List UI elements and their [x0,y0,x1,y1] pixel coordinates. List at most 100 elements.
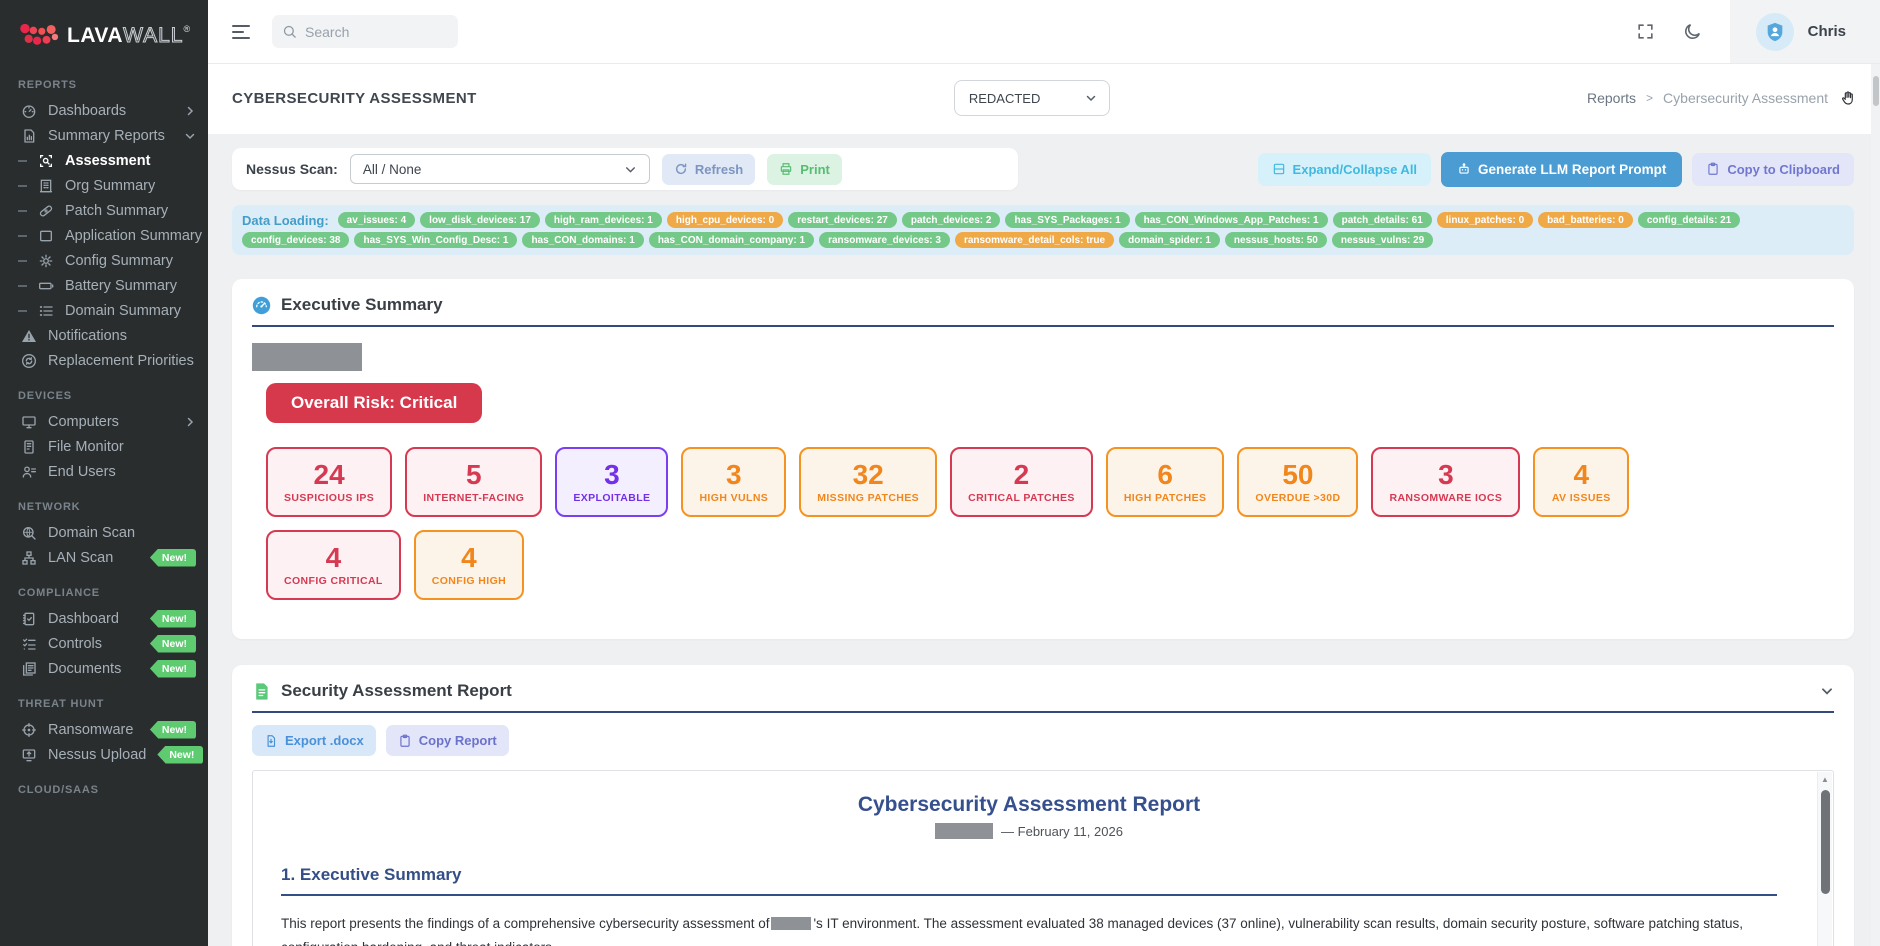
document-badge-icon [252,682,271,701]
sidebar-item-domain-scan[interactable]: Domain Scan [0,520,208,545]
sidebar-item-label: Documents [48,660,122,677]
stat-label: SUSPICIOUS IPS [284,491,375,504]
sidebar: LAVAWALL® REPORTS Dashboards Summary Rep… [0,0,208,946]
search-input[interactable] [305,23,448,40]
data-loading-badge: high_ram_devices: 1 [544,212,662,228]
stat-label: OVERDUE >30D [1255,491,1341,504]
document-scrollbar[interactable]: ▲ [1817,772,1832,946]
page-header: CYBERSECURITY ASSESSMENT REDACTED Report… [208,64,1880,134]
overall-risk-badge: Overall Risk: Critical [266,383,483,423]
section-title-devices: DEVICES [18,390,72,402]
sidebar-item-ransomware[interactable]: Ransomware New! [0,717,208,742]
lavawall-logo-icon [20,23,59,45]
network-nodes-icon [20,549,37,566]
dark-mode-moon-icon[interactable] [1683,22,1702,41]
sidebar-item-label: Patch Summary [65,202,169,219]
chevron-down-icon[interactable] [1820,684,1834,698]
sidebar-item-label: Battery Summary [65,277,177,294]
sidebar-item-label: File Monitor [48,438,124,455]
globe-search-icon [20,524,37,541]
stat-value: 24 [313,459,345,491]
nessus-scan-label: Nessus Scan: [246,161,338,177]
scroll-up-arrow[interactable]: ▲ [1821,775,1829,784]
brand-name: LAVAWALL® [67,24,191,48]
copy-report-button[interactable]: Copy Report [385,725,509,756]
stat-label: HIGH VULNS [699,491,769,504]
stat-value: 50 [1282,459,1314,491]
topbar-right: Chris [1636,0,1880,63]
sidebar-item-summary-reports[interactable]: Summary Reports [0,123,208,148]
section-divider [252,325,1834,327]
data-loading-badge: has_SYS_Packages: 1 [1005,212,1130,228]
export-docx-button[interactable]: Export .docx [252,725,376,756]
sidebar-item-label: LAN Scan [48,549,114,566]
print-button[interactable]: Print [767,153,842,185]
sidebar-item-battery-summary[interactable]: Battery Summary [0,273,208,298]
stat-value: 4 [461,542,477,574]
tree-dash [18,159,27,162]
section-title-cloud-saas: CLOUD/SAAS [18,784,99,796]
refresh-button[interactable]: Refresh [661,153,756,185]
nessus-scan-select[interactable]: All / None [349,154,650,184]
generate-llm-report-button[interactable]: Generate LLM Report Prompt [1441,151,1683,187]
file-monitor-icon [20,438,37,455]
data-loading-badge: config_details: 21 [1637,212,1741,228]
scan-search-icon [37,152,54,169]
chevron-down-icon [184,130,196,142]
breadcrumb: Reports > Cybersecurity Assessment [1587,90,1856,106]
report-paragraph: This report presents the findings of a c… [281,916,1744,946]
report-section-heading: 1. Executive Summary [281,865,462,884]
scrollbar-thumb[interactable] [1820,790,1830,894]
toolbar-actions: Expand/Collapse All Generate LLM Report … [1257,151,1854,187]
sidebar-item-lan-scan[interactable]: LAN Scan New! [0,545,208,570]
user-name: Chris [1807,23,1846,40]
sidebar-item-nessus-upload[interactable]: Nessus Upload New! [0,742,208,767]
chevron-down-icon [625,166,635,173]
executive-summary-card: Executive Summary Overall Risk: Critical… [232,279,1854,639]
sidebar-item-org-summary[interactable]: Org Summary [0,173,208,198]
expand-collapse-all-button[interactable]: Expand/Collapse All [1257,152,1432,186]
sidebar-item-domain-summary[interactable]: Domain Summary [0,298,208,323]
stat-value: 2 [1013,459,1030,491]
data-loading-label: Data Loading: [242,212,329,228]
sidebar-item-notifications[interactable]: Notifications [0,323,208,348]
sidebar-item-end-users[interactable]: End Users [0,459,208,484]
sidebar-item-assessment[interactable]: Assessment [0,148,208,173]
sidebar-item-dashboards[interactable]: Dashboards [0,98,208,123]
page-scrollbar-thumb[interactable] [1872,76,1879,106]
sidebar-item-label: Replacement Priorities [48,352,194,369]
brand-logo[interactable]: LAVAWALL® [0,0,208,62]
stat-label: CONFIG HIGH [431,574,507,587]
sidebar-item-application-summary[interactable]: Application Summary [0,223,208,248]
sidebar-item-patch-summary[interactable]: Patch Summary [0,198,208,223]
gauge-icon [20,102,37,119]
sidebar-item-label: Config Summary [65,252,173,269]
sidebar-item-documents[interactable]: Documents New! [0,656,208,681]
report-buttons: Export .docx Copy Report [252,725,1834,756]
copy-to-clipboard-button[interactable]: Copy to Clipboard [1692,152,1854,186]
search-box[interactable] [272,15,458,48]
user-menu[interactable]: Chris [1729,0,1880,63]
fullscreen-icon[interactable] [1636,22,1655,41]
sidebar-item-file-monitor[interactable]: File Monitor [0,434,208,459]
sidebar-item-computers[interactable]: Computers [0,409,208,434]
report-document-viewer[interactable]: Cybersecurity Assessment Report — Februa… [252,770,1834,946]
menu-toggle-icon[interactable] [232,24,252,39]
sidebar-item-config-summary[interactable]: Config Summary [0,248,208,273]
sidebar-item-replacement-priorities[interactable]: Replacement Priorities [0,348,208,373]
sidebar-item-compliance-dashboard[interactable]: Dashboard New! [0,606,208,631]
sidebar-item-label: Dashboards [48,102,127,119]
breadcrumb-reports[interactable]: Reports [1587,90,1637,106]
breadcrumb-current: Cybersecurity Assessment [1663,90,1828,106]
data-loading-badge: bad_batteries: 0 [1538,212,1633,228]
scope-select[interactable]: REDACTED [953,80,1110,116]
stat-label: INTERNET-FACING [423,491,525,504]
data-loading-badge: patch_devices: 2 [901,212,1001,228]
hand-icon[interactable] [1840,90,1856,106]
sidebar-item-label: Controls [48,635,102,652]
data-loading-badge: restart_devices: 27 [788,212,897,228]
chevron-down-icon [1086,95,1096,102]
page-scrollbar[interactable] [1871,64,1880,946]
sidebar-item-controls[interactable]: Controls New! [0,631,208,656]
